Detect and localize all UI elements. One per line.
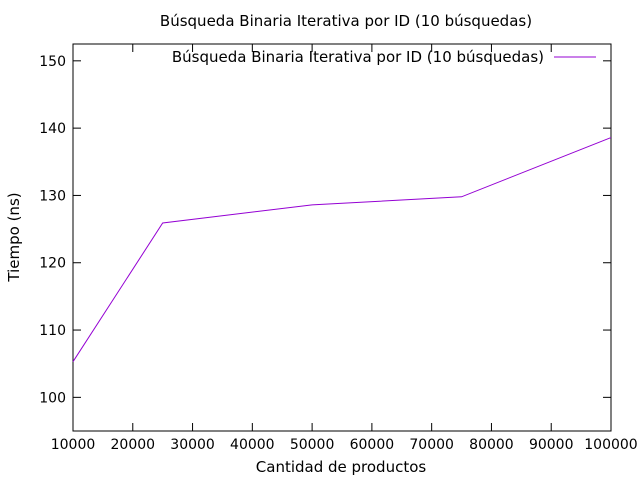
x-tick-label: 40000: [230, 437, 275, 453]
legend-label: Búsqueda Binaria Iterativa por ID (10 bú…: [172, 48, 544, 66]
legend: Búsqueda Binaria Iterativa por ID (10 bú…: [172, 48, 596, 66]
y-tick-label: 130: [39, 188, 66, 204]
x-tick-label: 30000: [170, 437, 215, 453]
x-tick-label: 60000: [350, 437, 395, 453]
x-axis-ticks: 10000 20000 30000 40000 50000 60000 70000 80000…: [51, 44, 638, 453]
chart-title: Búsqueda Binaria Iterativa por ID (10 bú…: [160, 12, 532, 30]
y-axis-label: Tiempo (ns): [5, 192, 23, 282]
y-tick-label: 110: [39, 323, 66, 339]
x-tick-label: 100000: [584, 437, 637, 453]
x-tick-label: 80000: [469, 437, 514, 453]
y-tick-label: 150: [39, 54, 66, 70]
x-axis-label: Cantidad de productos: [256, 458, 427, 476]
x-tick-label: 50000: [290, 437, 335, 453]
x-tick-label: 70000: [409, 437, 454, 453]
y-tick-label: 140: [39, 121, 66, 137]
series-line: [72, 137, 612, 362]
x-tick-label: 20000: [111, 437, 156, 453]
plot-frame: [72, 43, 612, 432]
series-layer: [72, 137, 612, 362]
y-tick-label: 120: [39, 256, 66, 272]
x-tick-label: 90000: [529, 437, 574, 453]
x-tick-label: 10000: [51, 437, 96, 453]
y-tick-label: 100: [39, 390, 66, 406]
y-axis-ticks: 100 110 120 130 140 150: [39, 54, 611, 406]
